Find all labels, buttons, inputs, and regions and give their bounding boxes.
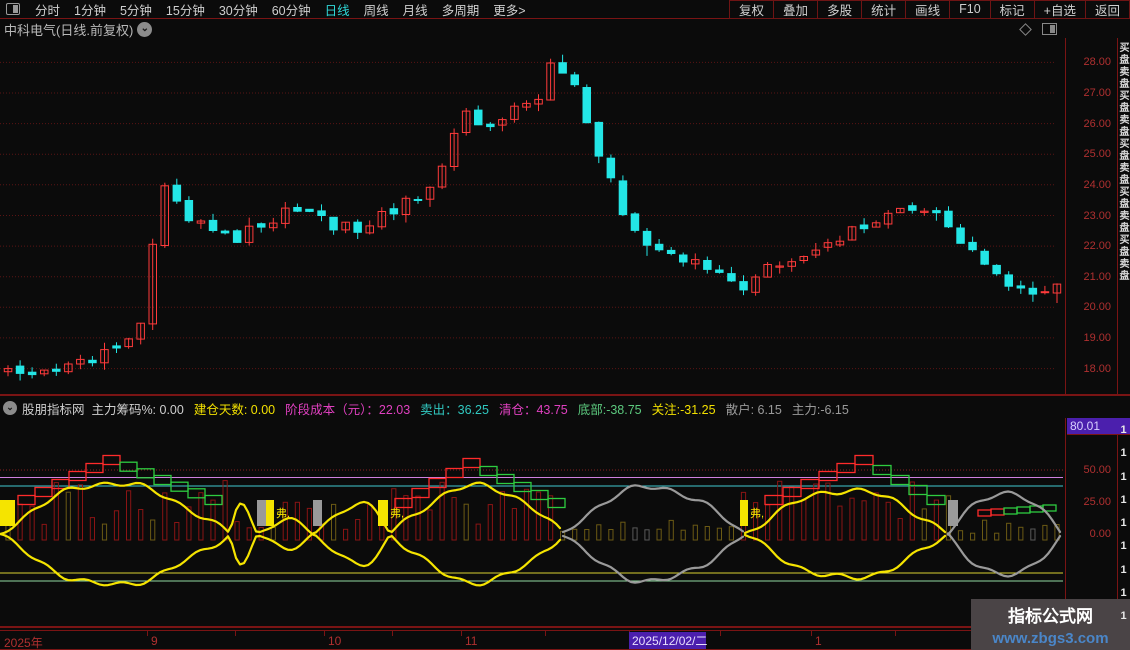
svg-text:弗,: 弗, [390,506,404,520]
svg-text:弗,: 弗, [276,506,290,520]
svg-text:弗,: 弗, [750,506,764,520]
